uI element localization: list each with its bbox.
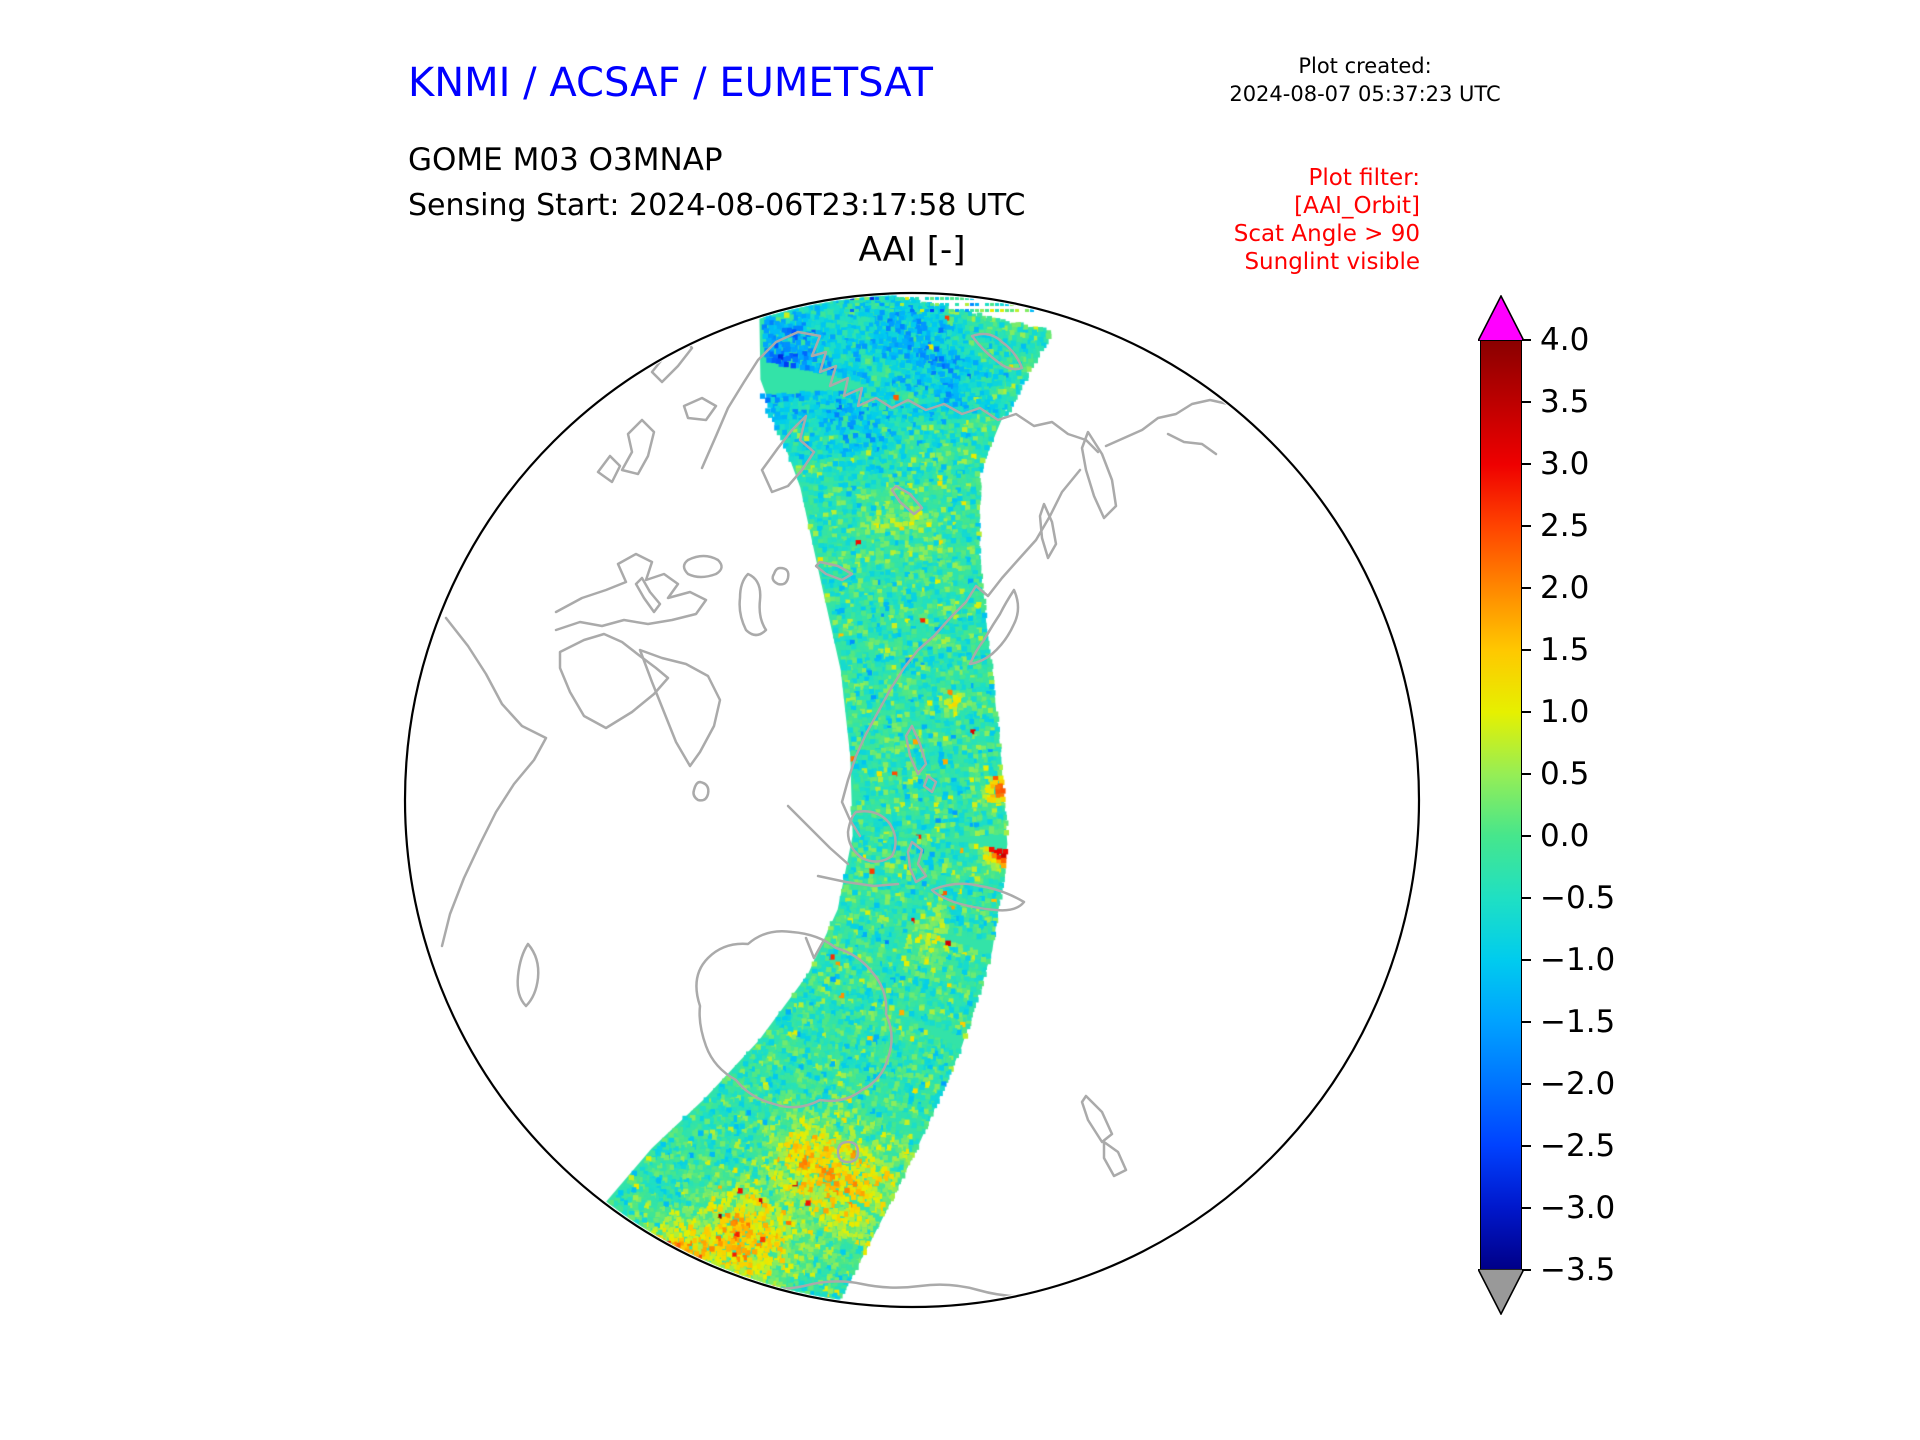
colorbar-tick-label: −3.0 bbox=[1540, 1190, 1616, 1226]
colorbar-tick: 3.5 bbox=[1522, 384, 1589, 420]
coastline-india bbox=[638, 648, 722, 768]
coastline-tasmania bbox=[836, 1140, 860, 1164]
colorbar-tick-label: 3.5 bbox=[1540, 384, 1590, 420]
colorbar-tickmark bbox=[1522, 462, 1531, 466]
colorbar-tick-label: −3.5 bbox=[1540, 1252, 1616, 1288]
colorbar-tickmark bbox=[1522, 524, 1531, 528]
coastline-east-asia bbox=[840, 468, 1082, 838]
colorbar-tickmark bbox=[1522, 1268, 1531, 1272]
coastline-sri-lanka bbox=[692, 780, 710, 802]
colorbar-tick: 3.0 bbox=[1522, 446, 1589, 482]
coastline-kamchatka bbox=[1080, 430, 1118, 520]
globe-outline bbox=[403, 291, 1421, 1309]
colorbar-tick: 1.5 bbox=[1522, 632, 1589, 668]
colorbar-tick-label: −1.0 bbox=[1540, 941, 1616, 978]
colorbar-tick-label: 4.0 bbox=[1540, 322, 1590, 358]
colorbar-tick-label: −2.5 bbox=[1540, 1128, 1616, 1164]
colorbar-tick: −1.0 bbox=[1522, 942, 1615, 978]
colorbar-tickmark bbox=[1522, 834, 1531, 838]
colorbar-tick: −0.5 bbox=[1522, 880, 1615, 916]
coastline-aral-sea bbox=[771, 566, 790, 586]
coastline-new-zealand bbox=[1080, 1094, 1128, 1178]
colorbar-tickmark bbox=[1522, 400, 1531, 404]
colorbar-under-arrow bbox=[1478, 1269, 1524, 1315]
colorbar-tick: −1.5 bbox=[1522, 1004, 1615, 1040]
colorbar-tick-label: −2.0 bbox=[1540, 1066, 1616, 1102]
colorbar-tick-label: −0.5 bbox=[1540, 880, 1616, 916]
colorbar-gradient bbox=[1480, 340, 1522, 1270]
coastline-australia bbox=[695, 930, 893, 1109]
colorbar-tickmark bbox=[1522, 586, 1531, 590]
coastline-madagascar bbox=[516, 942, 540, 1008]
coastlines bbox=[440, 330, 1230, 1305]
coastline-carpentaria bbox=[804, 936, 826, 960]
colorbar-tickmark bbox=[1522, 338, 1531, 342]
colorbar-tick-label: 2.0 bbox=[1540, 570, 1590, 606]
coastline-baltic bbox=[760, 414, 816, 494]
colorbar-tickmark bbox=[1522, 710, 1531, 714]
coastline-britain bbox=[620, 418, 656, 476]
colorbar-tick-label: 3.0 bbox=[1540, 446, 1590, 482]
colorbar-tick-label: 0.0 bbox=[1540, 818, 1590, 854]
coastline-borneo bbox=[846, 810, 897, 863]
coastline-caspian-sea bbox=[738, 572, 768, 637]
coastline-lake-baikal bbox=[890, 484, 924, 516]
colorbar-tickmark bbox=[1522, 1082, 1531, 1086]
colorbar-over-arrow bbox=[1478, 295, 1524, 341]
coastline-europe-mediterranean bbox=[554, 552, 708, 632]
coastline-bering-alaska bbox=[1104, 398, 1230, 456]
colorbar-tick: −2.5 bbox=[1522, 1128, 1615, 1164]
colorbar-tickmark bbox=[1522, 1144, 1531, 1148]
coastline-iceland bbox=[682, 396, 718, 422]
coastline-africa-east bbox=[440, 616, 548, 948]
colorbar-tickmark bbox=[1522, 648, 1531, 652]
coastline-philippines bbox=[904, 724, 938, 794]
colorbar-tick: −3.0 bbox=[1522, 1190, 1615, 1226]
coastline-sakhalin bbox=[1038, 502, 1058, 560]
coastline-lake-balkhash bbox=[814, 560, 854, 582]
coastline-sumatra bbox=[786, 804, 850, 866]
coastline-black-sea bbox=[682, 554, 723, 579]
colorbar-tick-label: 2.5 bbox=[1540, 508, 1590, 544]
colorbar-tick: −3.5 bbox=[1522, 1252, 1615, 1288]
colorbar-tick: 1.0 bbox=[1522, 694, 1589, 730]
coastline-new-guinea bbox=[930, 882, 1026, 912]
colorbar-tickmark bbox=[1522, 1206, 1531, 1210]
colorbar-tick: 0.0 bbox=[1522, 818, 1589, 854]
coastline-java bbox=[816, 874, 900, 888]
coastline-ireland bbox=[596, 454, 622, 484]
colorbar-tick: 4.0 bbox=[1522, 322, 1589, 358]
colorbar-tickmark bbox=[1522, 958, 1531, 962]
colorbar-tick-label: 0.5 bbox=[1540, 756, 1590, 792]
coastline-novaya-zemlya bbox=[970, 332, 1024, 371]
colorbar-tick-label: 1.0 bbox=[1540, 694, 1590, 730]
colorbar-tickmark bbox=[1522, 772, 1531, 776]
colorbar-tickmark bbox=[1522, 896, 1531, 900]
coastline-japan bbox=[968, 588, 1020, 666]
colorbar-tick: 0.5 bbox=[1522, 756, 1589, 792]
colorbar-ticks: 4.0 3.5 3.0 2.5 2.0 1.5 1.0 0.5 0.0 −0.5 −1.0 −1.5 −… bbox=[1522, 322, 1662, 1288]
colorbar-tick: 2.5 bbox=[1522, 508, 1589, 544]
colorbar-tick-label: 1.5 bbox=[1540, 631, 1590, 668]
colorbar-tick-label: −1.5 bbox=[1540, 1004, 1616, 1040]
colorbar-tick: −2.0 bbox=[1522, 1066, 1615, 1102]
colorbar-tick: 2.0 bbox=[1522, 570, 1589, 606]
coastline-arabia bbox=[558, 632, 670, 730]
colorbar-tickmark bbox=[1522, 1020, 1531, 1024]
coastline-sulawesi bbox=[906, 840, 928, 884]
coastline-scandinavia-russia-north bbox=[700, 330, 1100, 470]
coastline-greenland-edge bbox=[650, 334, 694, 384]
coastline-italy bbox=[634, 576, 662, 614]
